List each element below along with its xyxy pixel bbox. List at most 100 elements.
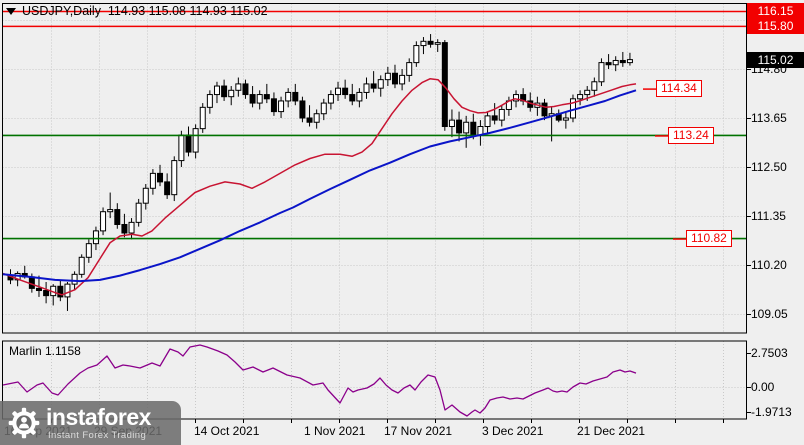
candle xyxy=(292,83,299,106)
candle xyxy=(313,109,320,129)
price-flag-red: 116.15 xyxy=(747,3,804,20)
price-axis-label: 112.50 xyxy=(751,159,787,174)
support-price-flag[interactable]: 113.24 xyxy=(668,126,714,144)
candlesticks xyxy=(7,34,633,311)
chart-title-bar[interactable]: USDJPY,Daily 114.93 115.08 114.93 115.02 xyxy=(6,3,268,19)
candle xyxy=(477,120,484,146)
candle xyxy=(192,124,199,159)
candle xyxy=(43,282,50,304)
candle xyxy=(306,105,313,127)
flag-dashes xyxy=(643,88,686,240)
candle xyxy=(427,34,434,48)
candle xyxy=(221,79,228,101)
candle xyxy=(114,203,121,229)
candle xyxy=(505,96,512,116)
candle xyxy=(399,69,406,91)
candle xyxy=(384,66,391,87)
panel-frames xyxy=(2,3,751,423)
candle xyxy=(128,218,135,240)
candle xyxy=(370,71,377,93)
date-axis-label: 14 Oct 2021 xyxy=(194,424,260,438)
candle xyxy=(263,83,270,104)
candle xyxy=(242,79,249,99)
candle xyxy=(391,64,398,89)
candle xyxy=(555,109,562,123)
candle xyxy=(456,111,463,142)
candle xyxy=(463,115,470,148)
indicator-axis-label: 0.00 xyxy=(751,380,775,394)
symbol-dropdown-icon[interactable] xyxy=(6,7,16,15)
candle xyxy=(598,58,605,87)
candle xyxy=(541,98,548,121)
candle xyxy=(249,86,256,108)
brand-tagline: Instant Forex Trading xyxy=(48,429,147,441)
candle xyxy=(320,98,327,121)
candle xyxy=(605,54,612,69)
fast-ma-line xyxy=(2,78,637,296)
instaforex-gear-icon xyxy=(8,407,40,439)
candle xyxy=(185,126,192,157)
support-price-flag[interactable]: 110.82 xyxy=(686,230,732,248)
candle xyxy=(256,90,263,110)
brand-name: instaforex xyxy=(46,403,151,430)
date-axis-label: 1 Nov 2021 xyxy=(304,424,366,438)
grid-lines xyxy=(2,3,747,419)
price-axis-label: 113.65 xyxy=(751,110,787,125)
date-axis-label: 3 Dec 2021 xyxy=(482,424,544,438)
candle xyxy=(420,37,427,55)
level-lines xyxy=(2,10,747,240)
candle xyxy=(228,86,235,106)
candle xyxy=(199,103,206,133)
candle xyxy=(626,52,633,66)
candle xyxy=(448,109,455,138)
date-axis-label: 17 Nov 2021 xyxy=(384,424,453,438)
marlin-indicator-line xyxy=(2,344,637,417)
candle xyxy=(335,81,342,101)
candle xyxy=(612,56,619,72)
candle xyxy=(235,77,242,97)
candle xyxy=(171,156,178,202)
candle xyxy=(121,213,128,238)
candle xyxy=(342,79,349,99)
candle xyxy=(270,92,277,116)
candle xyxy=(78,254,85,278)
slow-ma-line xyxy=(2,89,637,283)
candle xyxy=(135,198,142,227)
candle xyxy=(64,282,71,311)
candle xyxy=(413,41,420,67)
instaforex-logo: instaforex Instant Forex Trading xyxy=(0,401,181,445)
candle xyxy=(491,103,498,125)
candle xyxy=(142,184,149,210)
candle xyxy=(349,83,356,106)
candle xyxy=(377,75,384,97)
indicator-axis-label: 2.7503 xyxy=(751,345,788,360)
price-axis-label: 110.20 xyxy=(751,257,787,272)
candle xyxy=(100,207,107,236)
candle xyxy=(57,279,64,302)
candle xyxy=(534,96,541,116)
candle xyxy=(85,239,92,263)
price-flag-black: 115.02 xyxy=(747,51,804,68)
candle xyxy=(213,81,220,104)
candle xyxy=(299,96,306,123)
price-flag-red: 115.80 xyxy=(747,18,804,35)
candle xyxy=(484,111,491,133)
candle xyxy=(591,77,598,97)
candle xyxy=(562,111,569,129)
candle xyxy=(164,173,171,199)
trendline-price-flag[interactable]: 114.34 xyxy=(656,80,702,98)
candle xyxy=(278,96,285,118)
candle xyxy=(434,39,441,52)
candle xyxy=(107,192,114,219)
candle xyxy=(406,58,413,82)
candle xyxy=(498,105,505,127)
candle xyxy=(520,88,527,106)
candle xyxy=(206,90,213,114)
date-axis-label: 21 Dec 2021 xyxy=(577,424,646,438)
price-axis-label: 109.05 xyxy=(751,306,788,321)
price-axis-label: 111.35 xyxy=(751,208,786,223)
candle xyxy=(327,90,334,110)
candle xyxy=(548,107,555,142)
